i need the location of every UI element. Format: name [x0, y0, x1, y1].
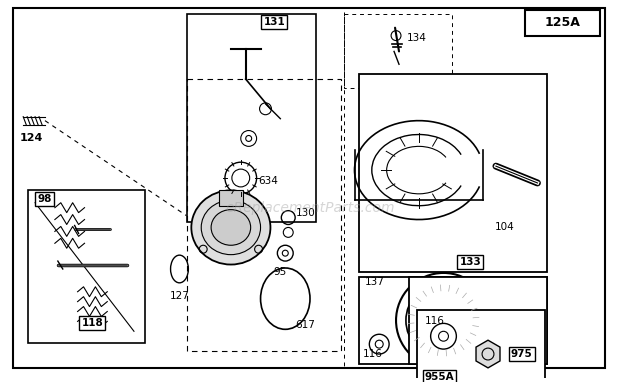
Text: 116: 116: [425, 316, 445, 327]
Bar: [343, 14, 453, 88]
Text: 118: 118: [82, 318, 104, 329]
Text: 104: 104: [495, 222, 515, 233]
Ellipse shape: [211, 210, 250, 245]
Bar: [525, 10, 600, 36]
Bar: [187, 79, 340, 351]
Text: 124: 124: [19, 133, 43, 142]
Text: 134: 134: [407, 32, 427, 42]
Text: 116: 116: [363, 349, 383, 359]
Ellipse shape: [202, 200, 260, 255]
Bar: [219, 190, 243, 206]
Text: 955A: 955A: [425, 372, 454, 382]
Bar: [360, 74, 547, 272]
Bar: [409, 277, 547, 364]
Text: 975: 975: [511, 349, 533, 359]
Bar: [187, 14, 316, 222]
Text: 127: 127: [170, 291, 190, 301]
Text: eReplacementParts.com: eReplacementParts.com: [225, 201, 395, 215]
Text: 634: 634: [259, 176, 278, 186]
Bar: [28, 190, 145, 343]
Bar: [417, 309, 546, 382]
Bar: [360, 277, 547, 364]
Text: 133: 133: [459, 257, 481, 267]
Text: 137: 137: [365, 277, 384, 287]
Text: 130: 130: [296, 208, 316, 218]
Text: 131: 131: [264, 17, 285, 27]
Text: 98: 98: [37, 194, 51, 204]
Text: 95: 95: [273, 267, 287, 277]
Text: 125A: 125A: [544, 16, 580, 29]
Text: 617: 617: [295, 320, 315, 330]
Ellipse shape: [192, 190, 270, 265]
